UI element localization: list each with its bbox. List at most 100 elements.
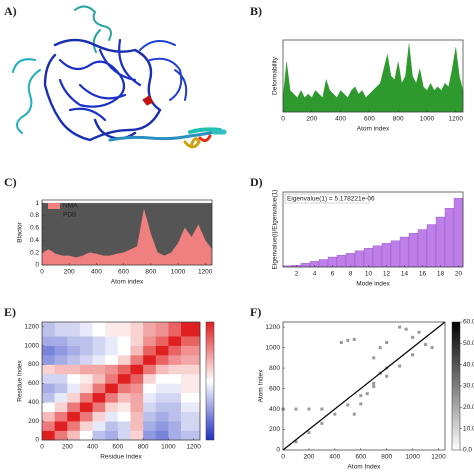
contact-point (417, 330, 421, 334)
y-tick-label: 200 (269, 426, 280, 433)
heat-cell (181, 421, 201, 431)
contact-point (372, 356, 376, 360)
x-axis-label: Mode index (356, 281, 390, 288)
heat-cell (117, 364, 131, 375)
heat-cell (117, 430, 131, 441)
heat-cell (92, 345, 106, 356)
colorbar-tick-label: 60.0 (463, 319, 474, 326)
heat-cell (105, 336, 119, 346)
heat-cell (92, 402, 106, 412)
heat-cell (79, 336, 93, 346)
y-tick-label: 600 (28, 380, 39, 387)
x-tick-label: 1000 (161, 444, 176, 451)
bar (318, 259, 329, 268)
y-tick-label: 1200 (25, 323, 40, 330)
heat-cell (155, 402, 169, 412)
y-tick-label: 1000 (266, 344, 281, 351)
colorbar (451, 321, 461, 451)
contact-point (333, 412, 337, 416)
heat-cell (67, 373, 81, 384)
panel-label: E) (4, 305, 16, 319)
heat-cell (42, 355, 55, 365)
heat-cell (105, 411, 119, 422)
heat-cell (54, 336, 68, 346)
bar (345, 253, 356, 268)
heat-cell (105, 430, 119, 441)
y-tick-label: 0.2 (30, 249, 39, 256)
heat-cell (92, 355, 106, 365)
heat-cell (105, 421, 119, 431)
heat-cell (155, 421, 169, 431)
legend-label: NMA (63, 203, 78, 210)
heat-cell (42, 392, 55, 403)
heat-cell (117, 421, 131, 431)
y-tick-label: 0.8 (30, 212, 39, 219)
protein-structure (12, 5, 227, 149)
heat-cell (79, 392, 93, 403)
contact-point (294, 407, 298, 411)
heat-cell (79, 421, 93, 431)
bar (381, 243, 392, 268)
heat-cell (168, 421, 182, 431)
heat-cell (42, 421, 55, 431)
heat-cell (130, 411, 144, 422)
y-axis-label: Eigenvalue(i)/Eigenvalue(1) (272, 190, 279, 270)
heat-cell (168, 392, 182, 403)
legend-swatch (48, 203, 60, 209)
bar (372, 245, 383, 268)
y-tick-label: 800 (269, 365, 280, 372)
contact-point (385, 374, 389, 378)
area (41, 202, 213, 266)
colorbar-tick-label: 20.0 (463, 404, 474, 411)
heat-cell (67, 345, 81, 356)
heat-cell (54, 411, 68, 422)
bar (399, 236, 410, 268)
heat-cell (42, 430, 55, 441)
heat-cell (155, 392, 169, 403)
heat-cell (143, 383, 157, 394)
x-tick-label: 4 (313, 271, 317, 278)
heat-cell (130, 345, 144, 356)
heat-cell (130, 322, 144, 337)
x-tick-label: 600 (112, 444, 123, 451)
contact-point (398, 325, 402, 329)
y-tick-label: 0 (276, 447, 280, 454)
heat-cell (130, 392, 144, 403)
heat-cell (42, 402, 55, 412)
heat-cell (92, 430, 106, 441)
x-tick-label: 0 (281, 116, 285, 123)
heat-cell (117, 373, 131, 384)
heat-cell (54, 421, 68, 431)
heat-cell (143, 355, 157, 365)
x-tick-label: 600 (118, 269, 129, 276)
x-tick-label: 800 (381, 454, 392, 461)
y-tick-label: 0 (35, 262, 39, 269)
heat-cell (117, 411, 131, 422)
panel-label: D) (250, 175, 263, 189)
heat-cell (181, 392, 201, 403)
diagonal-line (282, 321, 446, 451)
panel-label: A) (4, 4, 17, 18)
heat-cell (155, 383, 169, 394)
y-tick-label: 0 (35, 437, 39, 444)
heat-cell (79, 364, 93, 375)
heat-cell (130, 355, 144, 365)
heat-cell (42, 383, 55, 394)
annotation-box (284, 193, 370, 204)
heat-cell (117, 345, 131, 356)
heat-cell (168, 336, 182, 346)
x-tick-label: 8 (349, 271, 353, 278)
x-tick-label: 0 (40, 269, 44, 276)
y-axis-label: Bfactor (17, 221, 24, 242)
heat-cell (105, 402, 119, 412)
heat-cell (67, 430, 81, 441)
heat-cell (79, 322, 93, 337)
heat-cell (117, 322, 131, 337)
heat-cell (67, 411, 81, 422)
contact-point (404, 327, 408, 331)
heat-cell (67, 322, 81, 337)
heat-cell (143, 345, 157, 356)
heat-cell (143, 322, 157, 337)
y-axis-label: Atom Index (258, 369, 265, 403)
y-tick-label: 1 (35, 200, 39, 207)
